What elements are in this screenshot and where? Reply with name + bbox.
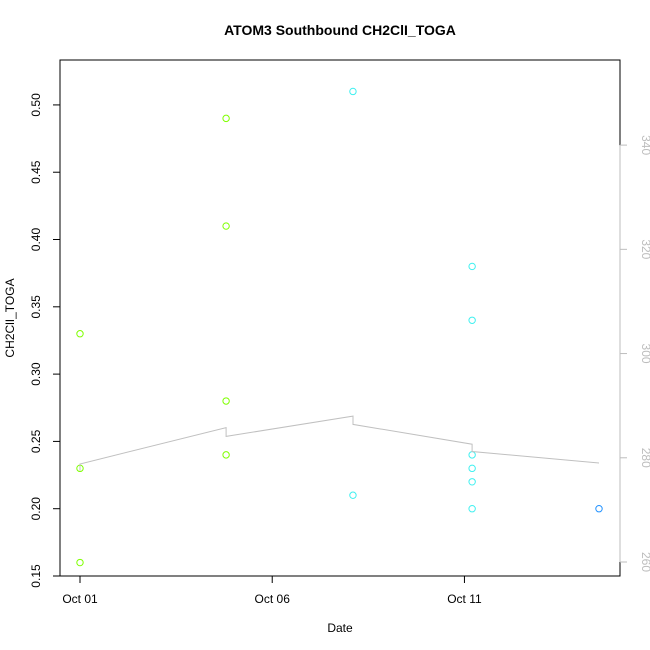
- data-point: [468, 505, 476, 513]
- y2-tick-label: 280: [639, 448, 650, 468]
- y2-tick-label: 340: [639, 135, 650, 155]
- y2-tick-label: 320: [639, 239, 650, 259]
- data-point: [222, 397, 230, 405]
- y-tick-label: 0.20: [29, 497, 43, 521]
- plot-frame: [59, 59, 621, 577]
- x-tick-label: Oct 06: [255, 592, 291, 606]
- data-point: [349, 491, 357, 499]
- x-tick-label: Oct 11: [447, 592, 482, 606]
- y-tick-label: 0.30: [29, 362, 43, 386]
- y2-tick-label: 260: [639, 552, 650, 572]
- y2-tick-label: 300: [639, 344, 650, 364]
- data-point: [76, 330, 84, 338]
- y-tick-label: 0.45: [29, 160, 43, 184]
- x-axis: Oct 01 Oct 06 Oct 11: [62, 575, 482, 606]
- y-tick-label: 0.35: [29, 295, 43, 319]
- data-point: [349, 87, 357, 96]
- x-axis-label: Date: [327, 621, 353, 635]
- x-tick-label: Oct 01: [62, 592, 98, 606]
- y-axis: 0.15 0.20 0.25 0.30 0.35 0.40 0.45 0.50: [29, 93, 61, 588]
- y2-axis: 260 280 300 320 340: [619, 135, 650, 572]
- data-point: [222, 451, 230, 459]
- data-point: [76, 558, 84, 567]
- y-tick-label: 0.25: [29, 429, 43, 453]
- y-tick-label: 0.15: [29, 564, 43, 588]
- series-line: [79, 415, 600, 471]
- data-point: [222, 222, 230, 230]
- series-layer: [76, 87, 603, 567]
- data-point: [468, 478, 476, 486]
- data-point: [468, 316, 476, 324]
- data-point: [222, 114, 230, 123]
- y-tick-label: 0.50: [29, 93, 43, 117]
- data-point: [468, 464, 476, 473]
- y-tick-label: 0.40: [29, 228, 43, 252]
- data-point: [468, 262, 476, 271]
- y-axis-label: CH2ClI_TOGA: [3, 278, 17, 357]
- chart-title: ATOM3 Southbound CH2ClI_TOGA: [224, 22, 456, 38]
- data-point: [595, 505, 603, 513]
- data-point: [468, 451, 476, 459]
